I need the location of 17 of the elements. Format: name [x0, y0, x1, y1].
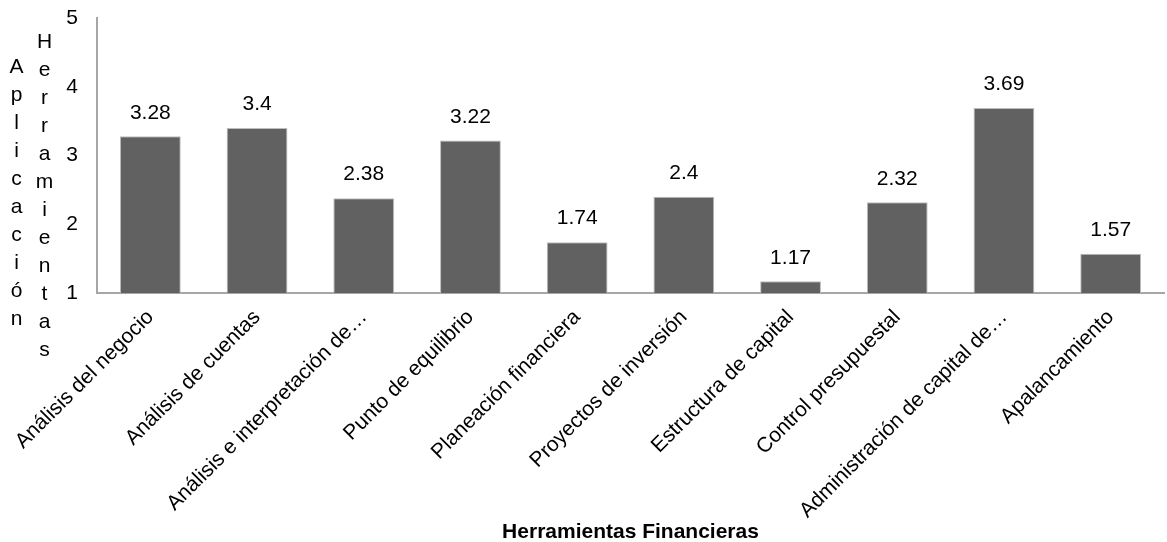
data-label: 1.17 [770, 244, 811, 268]
data-label: 2.4 [669, 160, 699, 184]
y-tick-label: 2 [66, 211, 78, 235]
data-label: 1.74 [556, 205, 598, 229]
data-label: 3.4 [242, 91, 272, 115]
y-tick-label: 4 [66, 73, 79, 97]
data-label: 1.57 [1090, 217, 1132, 241]
data-label: 3.28 [129, 99, 171, 123]
data-label: 3.22 [450, 103, 491, 127]
data-label: 2.32 [876, 165, 918, 189]
y-tick-label: 1 [66, 279, 78, 303]
y-axis-title: Aplicación Herramientas [4, 29, 57, 365]
data-label: 2.38 [343, 161, 385, 185]
data-label: 3.69 [983, 71, 1025, 95]
y-tick-label: 5 [66, 4, 78, 28]
y-tick-label: 3 [66, 142, 78, 166]
x-axis-title: Herramientas Financieras [502, 519, 759, 542]
